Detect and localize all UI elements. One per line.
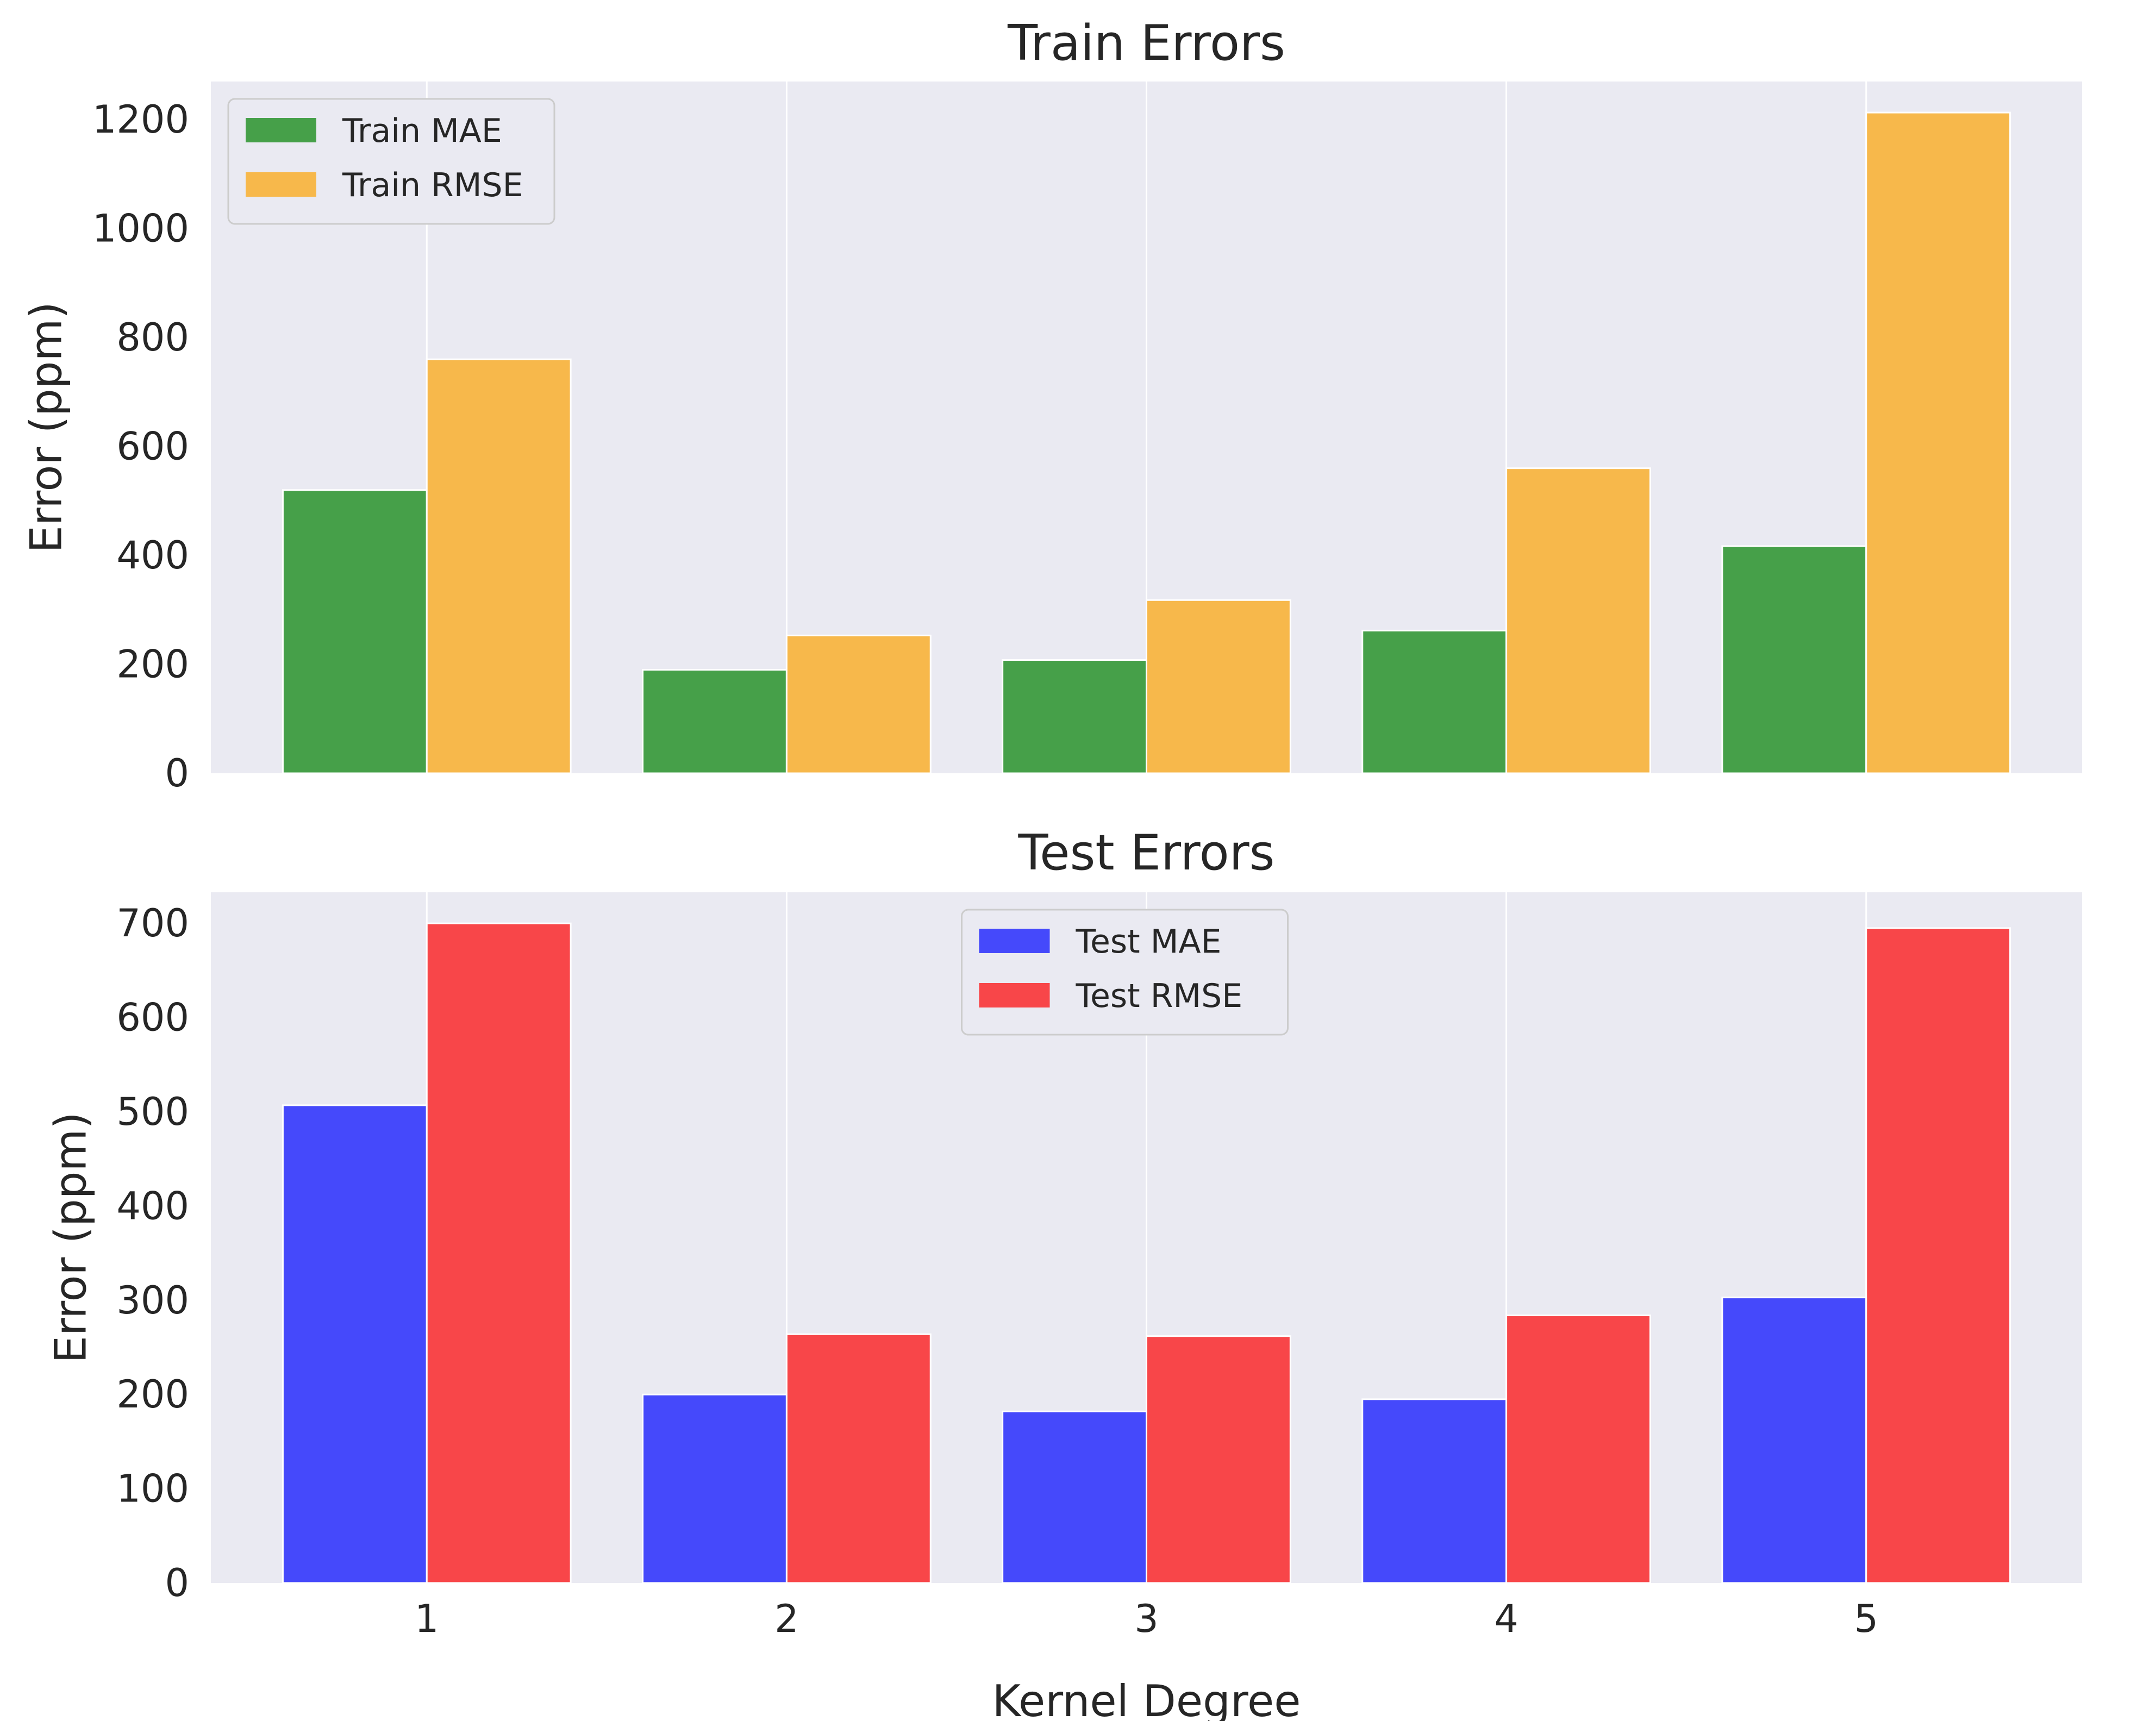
bar-test-rmse-2 xyxy=(785,1333,932,1584)
legend-label: Train MAE xyxy=(342,112,502,150)
x-tick-label: 5 xyxy=(1854,1597,1878,1641)
x-axis-label: Kernel Degree xyxy=(992,1676,1301,1721)
legend-swatch xyxy=(979,983,1050,1007)
y-tick-label: 300 xyxy=(116,1278,189,1323)
y-tick-label: 0 xyxy=(165,1561,189,1605)
bar-train-rmse-2 xyxy=(785,634,932,774)
bar-test-rmse-3 xyxy=(1146,1335,1291,1584)
x-tick-label: 4 xyxy=(1494,1597,1518,1641)
y-tick-label: 100 xyxy=(116,1467,189,1511)
legend-swatch xyxy=(246,172,316,197)
bar-test-rmse-4 xyxy=(1505,1315,1651,1584)
x-tick-label: 2 xyxy=(774,1597,799,1641)
bar-train-mae-3 xyxy=(1002,659,1147,774)
y-tick-label: 400 xyxy=(116,533,189,578)
y-tick-label: 1000 xyxy=(92,206,189,251)
legend: Train MAE Train RMSE xyxy=(227,98,555,225)
bar-train-rmse-1 xyxy=(426,358,572,774)
y-tick-label: 400 xyxy=(116,1184,189,1228)
bar-test-rmse-1 xyxy=(426,922,572,1584)
bar-test-mae-5 xyxy=(1721,1297,1867,1584)
legend-swatch xyxy=(246,118,316,142)
x-tick-label: 1 xyxy=(415,1597,439,1641)
bar-train-mae-4 xyxy=(1361,629,1508,774)
y-tick-label: 1200 xyxy=(92,97,189,142)
bar-train-rmse-5 xyxy=(1865,111,2011,774)
bar-train-mae-2 xyxy=(642,669,788,774)
bar-test-mae-4 xyxy=(1361,1398,1508,1584)
y-axis-label: Error (ppm) xyxy=(21,302,72,553)
bar-test-mae-3 xyxy=(1002,1410,1147,1584)
bar-train-mae-1 xyxy=(282,489,428,774)
legend-label: Train RMSE xyxy=(342,166,523,204)
y-tick-label: 500 xyxy=(116,1090,189,1134)
legend-label: Test RMSE xyxy=(1076,977,1243,1015)
y-tick-label: 800 xyxy=(116,315,189,360)
panel-2: 0 100 200 300 400 500 600 700 1 2 3 4 5 Test Errors Er… xyxy=(46,824,2082,1721)
y-axis-label: Error (ppm) xyxy=(46,1112,96,1363)
y-tick-label: 600 xyxy=(116,996,189,1040)
legend: Test MAE Test RMSE xyxy=(961,909,1289,1036)
bar-train-rmse-3 xyxy=(1146,599,1291,774)
legend-label: Test MAE xyxy=(1076,923,1222,961)
bar-test-mae-2 xyxy=(642,1393,788,1584)
bar-test-mae-1 xyxy=(282,1104,428,1584)
y-tick-label: 200 xyxy=(116,1372,189,1417)
bar-train-mae-5 xyxy=(1721,545,1867,774)
chart-title: Train Errors xyxy=(1007,15,1285,72)
y-tick-label: 700 xyxy=(116,901,189,946)
y-tick-label: 200 xyxy=(116,642,189,687)
chart-title: Test Errors xyxy=(1017,824,1274,881)
y-tick-label: 0 xyxy=(165,751,189,796)
y-tick-label: 600 xyxy=(116,424,189,469)
panel-1: 0 200 400 600 800 1000 1200 Train Errors Error (… xyxy=(21,15,2082,796)
x-tick-label: 3 xyxy=(1134,1597,1159,1641)
bar-test-rmse-5 xyxy=(1865,927,2011,1584)
bar-train-rmse-4 xyxy=(1505,467,1651,774)
legend-swatch xyxy=(979,929,1050,953)
